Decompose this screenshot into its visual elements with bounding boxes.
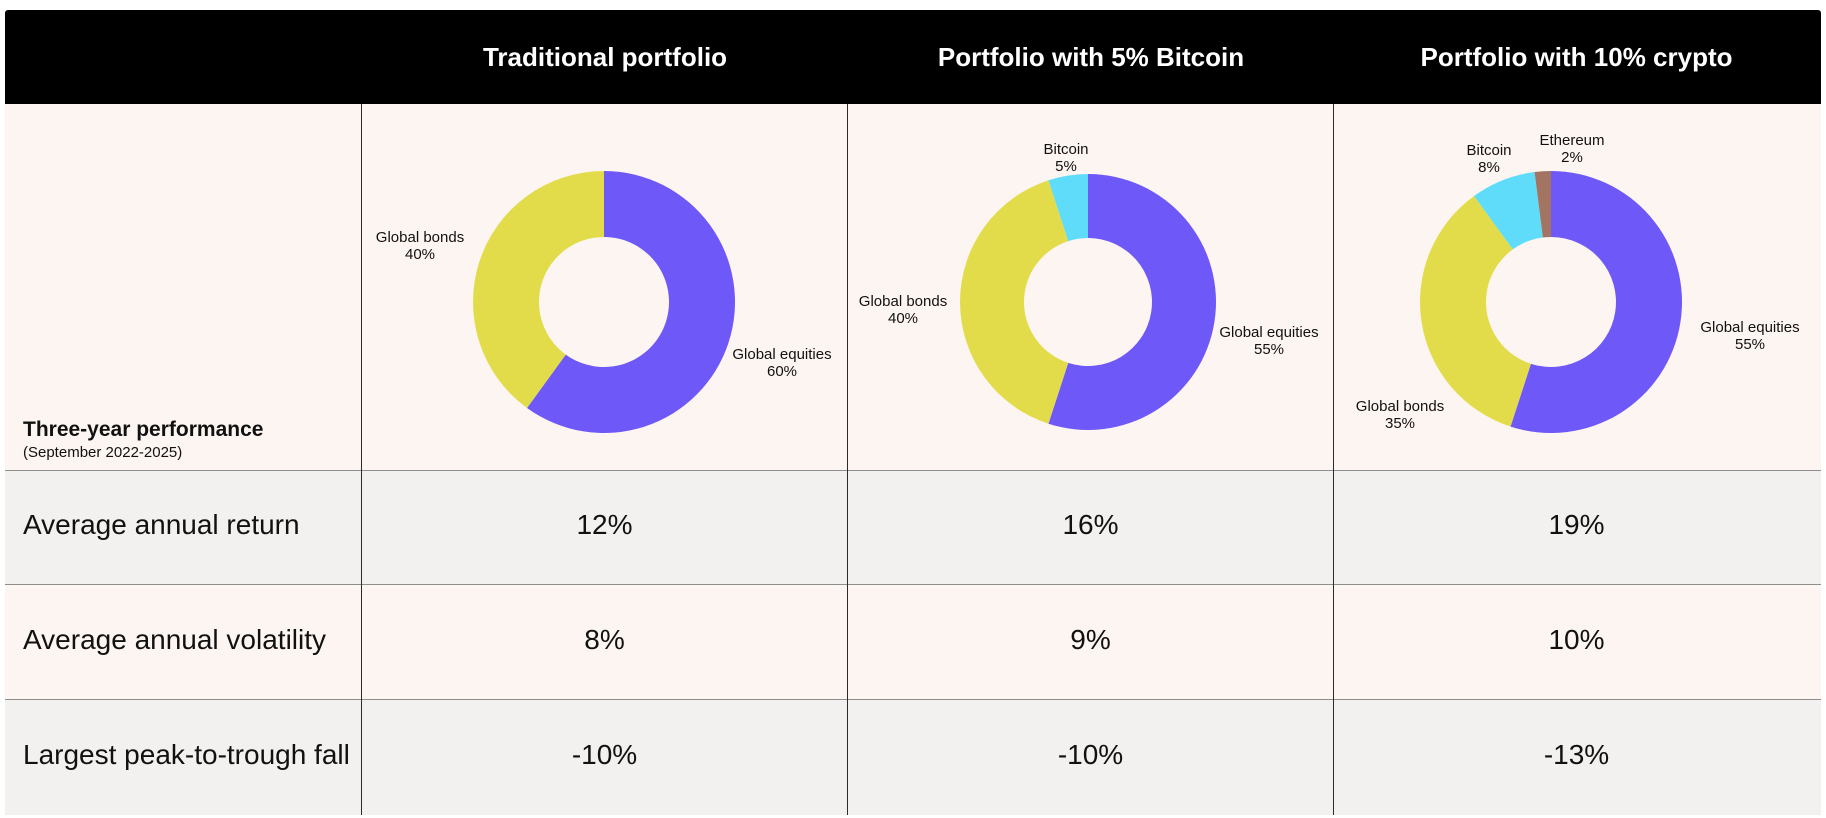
slice-global-bonds (960, 180, 1069, 424)
slice-global-equities (1048, 174, 1216, 430)
donut-chart-traditional-svg: Global equities 60% Global bonds 40% (376, 171, 832, 433)
table-header: Traditional portfolio Portfolio with 5% … (5, 10, 1821, 104)
slice-bitcoin (1048, 174, 1088, 242)
divider (5, 699, 1821, 700)
value-volatility-crypto: 10% (1548, 624, 1605, 655)
slice-global-equities (527, 171, 735, 433)
row-label-return: Average annual return (23, 509, 300, 540)
column-title-traditional: Traditional portfolio (482, 42, 728, 72)
slice-label-global-bonds: Global bonds 40% (859, 293, 947, 327)
comparison-table: Traditional portfolio Portfolio with 5% … (5, 10, 1821, 815)
value-fall-bitcoin: -10% (1057, 739, 1124, 770)
slice-label-global-equities: Global equities 60% (732, 346, 831, 380)
slice-global-bonds (473, 171, 604, 408)
donut-chart-crypto: Global equities 55% Global bonds 35% Bitcoin… (1334, 104, 1821, 470)
donut-chart-bitcoin: Global equities 55% Global bonds 40% Bitcoin… (848, 104, 1333, 470)
value-volatility-bitcoin: 9% (1070, 624, 1111, 655)
column-divider (847, 104, 848, 815)
value-return-crypto: 19% (1548, 509, 1605, 540)
donut-chart-bitcoin-svg: Global equities 55% Global bonds 40% Bitcoin… (859, 141, 1319, 430)
slice-global-equities (1510, 171, 1682, 434)
divider (5, 470, 1821, 471)
slice-label-global-equities: Global equities 55% (1700, 319, 1799, 353)
row-label-fall: Largest peak-to-trough fall (23, 739, 350, 770)
column-title-crypto: Portfolio with 10% crypto (1420, 42, 1733, 72)
slice-label-global-bonds: Global bonds 40% (376, 229, 464, 263)
slice-ethereum (1534, 171, 1551, 238)
performance-title: Three-year performance (23, 418, 264, 441)
value-fall-crypto: -13% (1543, 739, 1610, 770)
row-label-volatility: Average annual volatility (23, 624, 327, 655)
column-divider (1333, 104, 1334, 815)
value-volatility-traditional: 8% (584, 624, 625, 655)
slice-global-bonds (1420, 196, 1531, 427)
slice-label-bitcoin: Bitcoin 5% (1043, 141, 1088, 175)
donut-chart-traditional: Global equities 60% Global bonds 40% (362, 104, 847, 470)
slice-label-bitcoin: Bitcoin 8% (1466, 142, 1511, 176)
slice-label-global-bonds: Global bonds 35% (1356, 398, 1444, 432)
performance-subtitle: (September 2022-2025) (23, 444, 183, 461)
slice-label-global-equities: Global equities 55% (1219, 324, 1318, 358)
slice-bitcoin (1474, 172, 1543, 250)
donut-chart-crypto-svg: Global equities 55% Global bonds 35% Bitcoin… (1356, 132, 1800, 434)
value-fall-traditional: -10% (571, 739, 638, 770)
return-row-bg (5, 470, 1821, 584)
divider (5, 584, 1821, 585)
value-return-traditional: 12% (576, 509, 633, 540)
slice-label-ethereum: Ethereum 2% (1539, 132, 1604, 166)
column-title-bitcoin: Portfolio with 5% Bitcoin (937, 42, 1245, 72)
value-return-bitcoin: 16% (1062, 509, 1119, 540)
fall-row-bg (5, 699, 1821, 815)
column-divider (361, 104, 362, 815)
